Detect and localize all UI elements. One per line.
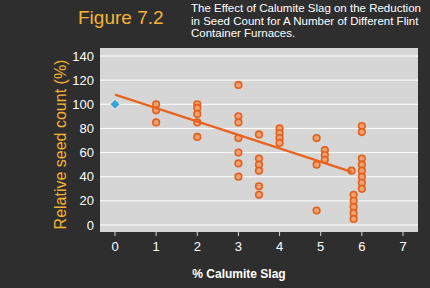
x-tick bbox=[320, 232, 321, 236]
point bbox=[256, 131, 263, 138]
y-tick-label: 0 bbox=[87, 218, 94, 233]
point bbox=[256, 183, 263, 190]
point bbox=[235, 82, 242, 89]
grid-line bbox=[100, 225, 418, 226]
point bbox=[313, 135, 320, 142]
grid-line bbox=[100, 176, 418, 177]
x-tick-label: 6 bbox=[358, 239, 365, 254]
y-tick-label: 20 bbox=[80, 193, 94, 208]
point bbox=[194, 111, 201, 118]
y-tick-label: 80 bbox=[80, 121, 94, 136]
grid-line bbox=[100, 152, 418, 153]
x-tick-label: 3 bbox=[235, 239, 242, 254]
grid-line bbox=[100, 128, 418, 129]
title: Figure 7.2 bbox=[78, 7, 164, 28]
grid-line bbox=[100, 56, 418, 57]
point bbox=[276, 140, 283, 147]
x-tick bbox=[279, 232, 280, 236]
point bbox=[256, 167, 263, 174]
point bbox=[359, 129, 366, 136]
y-tick-label: 100 bbox=[72, 97, 94, 112]
point bbox=[110, 99, 120, 109]
point bbox=[235, 119, 242, 126]
y-axis-label: Relative seed count (%) bbox=[52, 60, 69, 230]
y-tick-label: 120 bbox=[72, 73, 94, 88]
subtitle-line: Container Furnaces. bbox=[191, 27, 295, 39]
y-tick-label: 60 bbox=[80, 145, 94, 160]
background bbox=[0, 0, 430, 288]
y-tick-label: 140 bbox=[72, 49, 94, 64]
subtitle-line: The Effect of Calumite Slag on the Reduc… bbox=[191, 2, 421, 14]
trend-line bbox=[115, 95, 352, 172]
point bbox=[256, 192, 263, 199]
plot-area bbox=[100, 48, 418, 232]
x-tick-label: 5 bbox=[317, 239, 324, 254]
point bbox=[235, 173, 242, 180]
grid-line bbox=[100, 80, 418, 81]
x-tick bbox=[361, 232, 362, 236]
x-tick bbox=[115, 232, 116, 236]
marks bbox=[110, 82, 365, 223]
subtitle: The Effect of Calumite Slag on the Reduc… bbox=[191, 2, 421, 39]
x-tick bbox=[197, 232, 198, 236]
point bbox=[350, 216, 357, 223]
point bbox=[359, 185, 366, 192]
point bbox=[235, 160, 242, 167]
x-tick-label: 4 bbox=[276, 239, 283, 254]
x-axis-label: % Calumite Slag bbox=[192, 267, 285, 281]
x-tick bbox=[238, 232, 239, 236]
chart: 0 20 40 60 80 100 120 140 0 1 2 3 4 5 6 7 Figure 7.2 The … bbox=[0, 0, 430, 288]
y-tick-label: 40 bbox=[80, 169, 94, 184]
x-tick bbox=[156, 232, 157, 236]
x-tick-label: 2 bbox=[194, 239, 201, 254]
grid-line bbox=[100, 200, 418, 201]
x-tick bbox=[403, 232, 404, 236]
x-tick-label: 1 bbox=[153, 239, 160, 254]
x-tick-label: 0 bbox=[111, 239, 118, 254]
point bbox=[153, 119, 160, 126]
x-tick-label: 7 bbox=[399, 239, 406, 254]
subtitle-line: in Seed Count for A Number of Different … bbox=[191, 15, 419, 27]
point bbox=[313, 207, 320, 214]
point bbox=[235, 149, 242, 156]
point bbox=[194, 134, 201, 141]
